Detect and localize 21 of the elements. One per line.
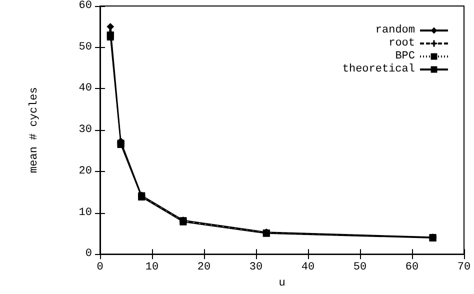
- x-tick-label: 0: [96, 262, 104, 274]
- x-tick-label: 60: [405, 262, 419, 274]
- y-tick-label: 50: [78, 41, 92, 54]
- x-tick-label: 40: [301, 262, 315, 274]
- x-tick-label: 10: [145, 262, 159, 274]
- x-axis-title: u: [278, 278, 286, 290]
- legend-label: theoretical: [342, 64, 415, 76]
- legend-label: BPC: [395, 50, 416, 62]
- legend-label: random: [375, 24, 416, 36]
- x-tick-label: 20: [197, 262, 211, 274]
- legend-label: root: [388, 38, 415, 50]
- y-tick-label: 0: [85, 248, 92, 260]
- y-tick-label: 60: [78, 0, 92, 12]
- y-tick-label: 40: [78, 82, 92, 95]
- x-tick-label: 70: [457, 262, 471, 274]
- x-tick-label: 50: [353, 262, 367, 274]
- y-axis-title: mean # cycles: [28, 87, 40, 173]
- y-tick-label: 20: [78, 165, 92, 178]
- y-tick-label: 30: [78, 124, 92, 136]
- y-tick-label: 10: [78, 206, 92, 219]
- x-tick-label: 30: [249, 262, 263, 274]
